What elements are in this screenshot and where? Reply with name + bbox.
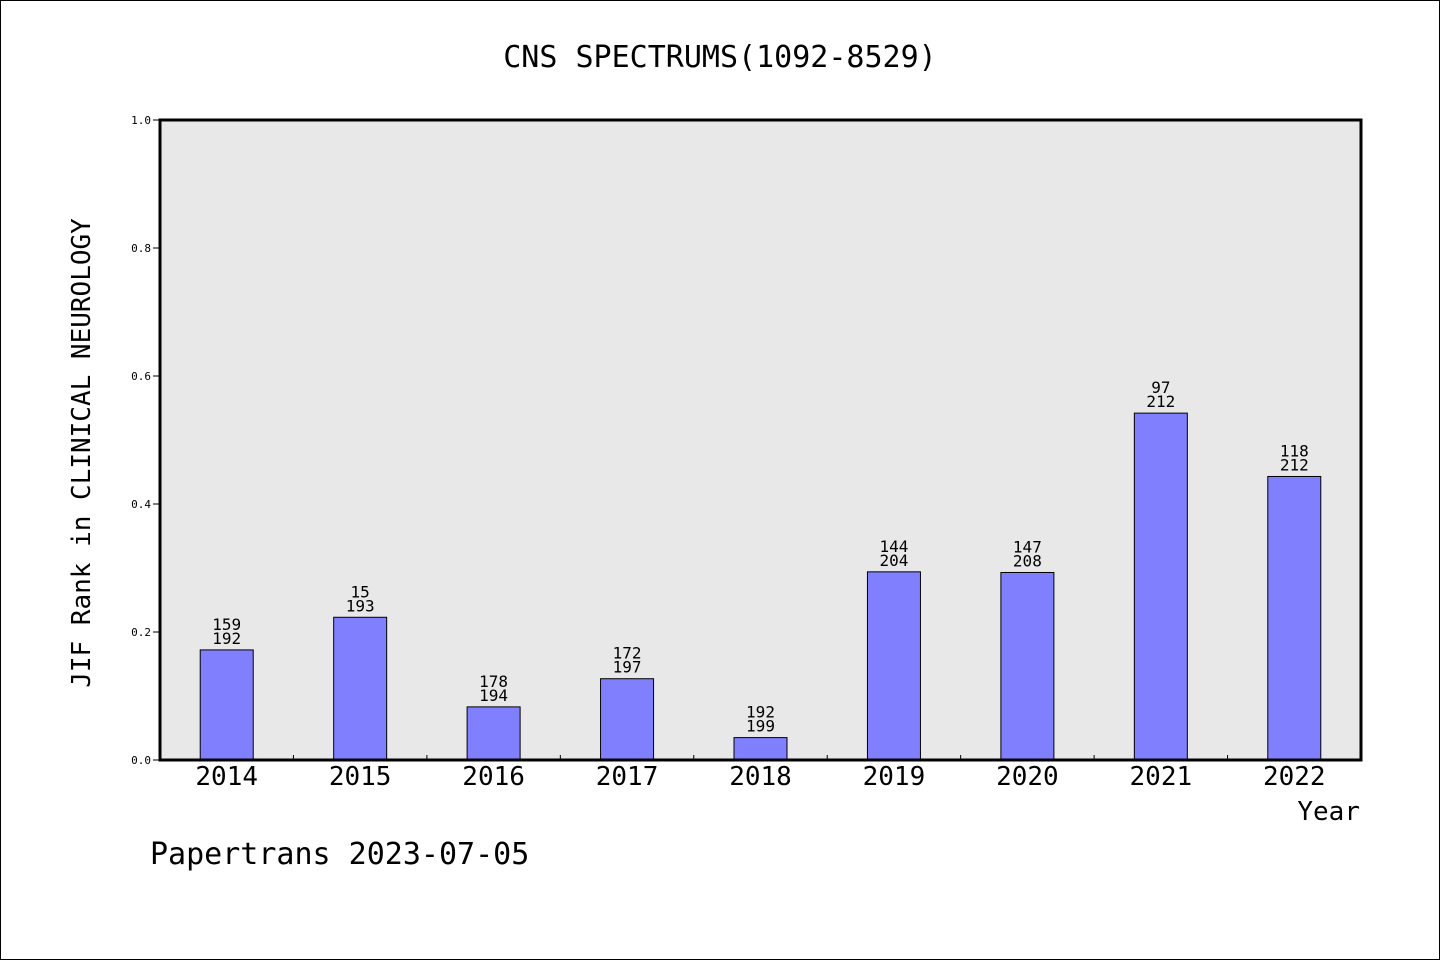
y-tick-label: 1.0 xyxy=(131,114,151,127)
chart-title: CNS SPECTRUMS(1092-8529) xyxy=(503,40,936,75)
bar-2018 xyxy=(733,737,788,761)
data-label-total: 193 xyxy=(346,596,375,615)
data-label-total: 192 xyxy=(212,629,241,648)
x-tick-label: 2014 xyxy=(195,762,258,792)
x-tick-label: 2016 xyxy=(462,762,525,792)
bars xyxy=(199,412,1322,761)
data-label-total: 204 xyxy=(879,551,908,570)
data-label-rank: 144 xyxy=(879,537,908,556)
bar-2021 xyxy=(1133,412,1188,761)
watermark-text: Papertrans 2023-07-05 xyxy=(150,837,529,872)
x-axis: 2014 2015 2016 2017 2018 2019 2020 2021 2022 xyxy=(195,755,1326,792)
data-label-total: 212 xyxy=(1146,392,1175,411)
data-label-rank: 172 xyxy=(613,644,642,663)
y-axis: 0.0 0.2 0.4 0.6 0.8 1.0 xyxy=(131,114,160,767)
bar-2020 xyxy=(1000,571,1055,761)
data-labels: 1591921519317819417219719219914420414720… xyxy=(212,378,1308,735)
data-label-rank: 159 xyxy=(212,615,241,634)
data-label-rank: 192 xyxy=(746,703,775,722)
bar-2015 xyxy=(333,616,388,761)
x-axis-label: Year xyxy=(1297,797,1360,827)
x-tick-label: 2019 xyxy=(863,762,926,792)
data-label-rank: 97 xyxy=(1151,378,1170,397)
y-tick-label: 0.2 xyxy=(131,626,151,639)
data-label-total: 208 xyxy=(1013,551,1042,570)
data-label-rank: 178 xyxy=(479,672,508,691)
data-label-total: 197 xyxy=(613,658,642,677)
y-tick-label: 0.8 xyxy=(131,242,151,255)
bar-2017 xyxy=(600,678,655,761)
x-tick-label: 2018 xyxy=(729,762,792,792)
plot-border xyxy=(158,118,1363,762)
y-tick-label: 0.4 xyxy=(131,498,151,511)
bar-2014 xyxy=(199,649,254,761)
data-label-rank: 118 xyxy=(1280,441,1309,460)
y-axis-label: JIF Rank in CLINICAL NEUROLOGY xyxy=(67,218,97,688)
x-tick-label: 2020 xyxy=(996,762,1059,792)
y-tick-label: 0.0 xyxy=(131,754,151,767)
x-tick-label: 2021 xyxy=(1130,762,1193,792)
bar-2019 xyxy=(866,571,921,761)
data-label-rank: 15 xyxy=(351,582,370,601)
data-label-total: 194 xyxy=(479,686,508,705)
x-tick-label: 2015 xyxy=(329,762,392,792)
data-label-total: 199 xyxy=(746,717,775,736)
data-label-rank: 147 xyxy=(1013,537,1042,556)
bar-2022 xyxy=(1267,475,1322,761)
data-label-total: 212 xyxy=(1280,455,1309,474)
bar-2016 xyxy=(466,706,521,761)
x-tick-label: 2017 xyxy=(596,762,659,792)
y-tick-label: 0.6 xyxy=(131,370,151,383)
x-tick-label: 2022 xyxy=(1263,762,1326,792)
